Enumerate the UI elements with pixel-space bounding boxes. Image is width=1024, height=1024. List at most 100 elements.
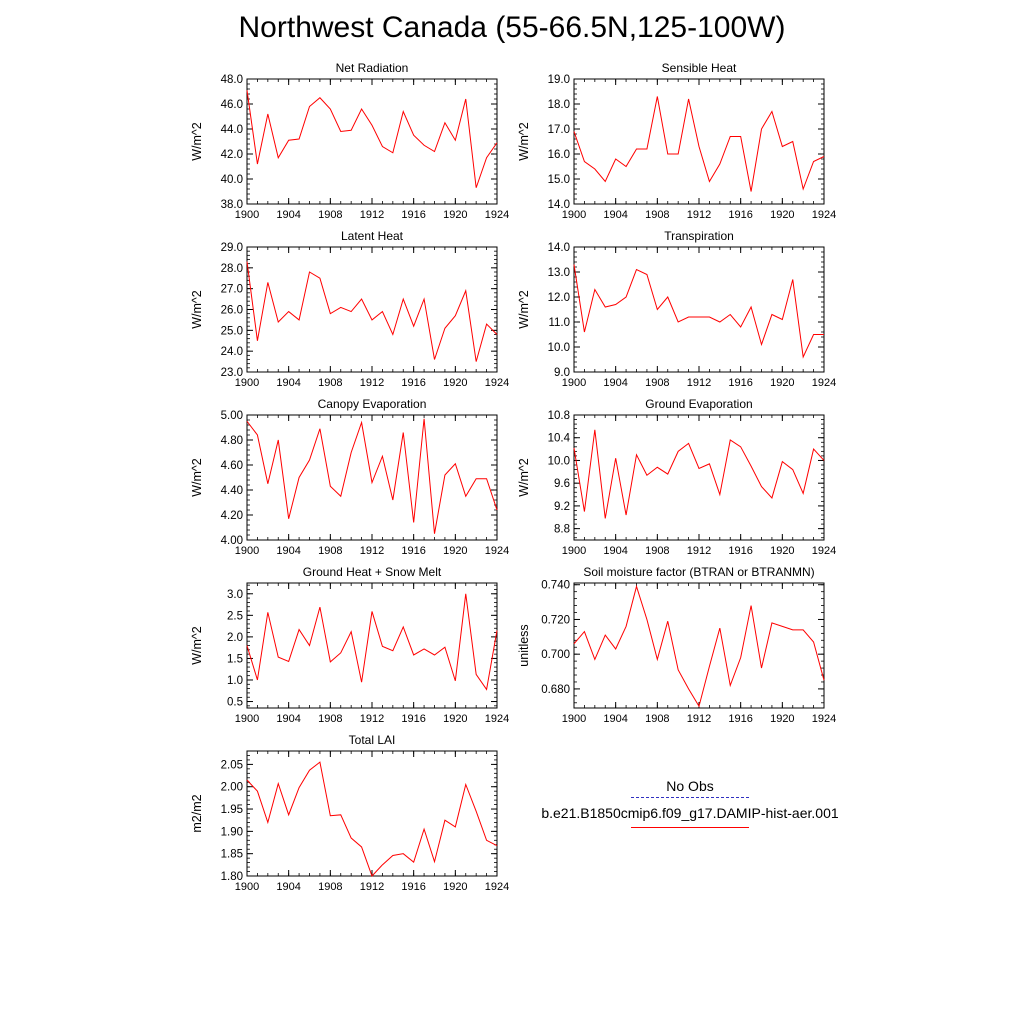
x-tick-label: 1904 (603, 377, 627, 389)
chart-panel: 1900 1904 1908 1912 1916 1920 1924 14.0 15.0 16.0… (517, 61, 836, 221)
y-tick-label: 16.0 (548, 149, 570, 161)
x-tick-label: 1908 (645, 713, 669, 725)
y-tick-label: 4.60 (221, 460, 243, 472)
y-tick-label: 18.0 (548, 99, 570, 111)
y-tick-label: 48.0 (221, 74, 243, 86)
x-tick-label: 1924 (485, 377, 509, 389)
x-tick-label: 1924 (812, 713, 836, 725)
x-tick-label: 1900 (235, 881, 259, 893)
x-tick-label: 1920 (443, 209, 467, 221)
y-tick-label: 17.0 (548, 124, 570, 136)
y-tick-label: 2.05 (221, 759, 243, 771)
y-tick-label: 4.00 (221, 535, 243, 547)
x-tick-label: 1912 (687, 713, 711, 725)
chart-panel: 1900 1904 1908 1912 1916 1920 1924 4.00 4.20 4.40… (190, 397, 509, 557)
y-tick-label: 29.0 (221, 242, 243, 254)
y-tick-label: 1.5 (227, 653, 243, 665)
x-tick-label: 1908 (318, 713, 342, 725)
x-tick-label: 1904 (603, 713, 627, 725)
y-tick-label: 27.0 (221, 284, 243, 296)
y-tick-label: 13.0 (548, 267, 570, 279)
y-tick-label: 1.90 (221, 826, 243, 838)
series-line (246, 90, 498, 188)
y-tick-label: 12.0 (548, 292, 570, 304)
x-tick-label: 1900 (235, 545, 259, 557)
panel-title: Ground Heat + Snow Melt (303, 565, 442, 579)
plot-frame (246, 750, 498, 877)
y-tick-label: 9.6 (554, 478, 570, 490)
x-tick-label: 1924 (812, 377, 836, 389)
x-tick-label: 1920 (770, 713, 794, 725)
y-tick-label: 0.740 (541, 580, 570, 592)
y-tick-label: 10.4 (548, 433, 571, 445)
legend-obs-label: No Obs (666, 778, 714, 794)
y-tick-label: 1.85 (221, 849, 243, 861)
x-tick-label: 1908 (645, 377, 669, 389)
x-tick-label: 1904 (276, 713, 300, 725)
x-tick-label: 1920 (770, 209, 794, 221)
y-tick-label: 3.0 (227, 589, 243, 601)
x-tick-label: 1900 (235, 377, 259, 389)
chart-panel: 1900 1904 1908 1912 1916 1920 1924 9.0 10.0 11.0 1… (517, 229, 836, 389)
y-axis-label: W/m^2 (190, 458, 204, 497)
x-tick-label: 1916 (728, 209, 752, 221)
y-tick-label: 11.0 (548, 317, 570, 329)
x-tick-label: 1912 (360, 209, 384, 221)
plot-frame (573, 582, 825, 709)
y-tick-label: 42.0 (221, 149, 243, 161)
panel-title: Total LAI (349, 733, 396, 747)
y-tick-label: 46.0 (221, 99, 243, 111)
y-tick-label: 10.0 (548, 342, 570, 354)
y-tick-label: 10.8 (548, 410, 570, 422)
chart-panel: 1900 1904 1908 1912 1916 1920 1924 0.680 0.700 0.… (517, 565, 836, 725)
x-tick-label: 1908 (645, 545, 669, 557)
panel-title: Transpiration (664, 229, 734, 243)
x-tick-label: 1912 (687, 209, 711, 221)
y-tick-label: 25.0 (221, 325, 243, 337)
chart-panel: 1900 1904 1908 1912 1916 1920 1924 0.5 1.0 1.5 2.0… (190, 565, 509, 725)
x-tick-label: 1912 (360, 881, 384, 893)
legend: No Obs b.e21.B1850cmip6.f09_g17.DAMIP-hi… (520, 778, 860, 828)
y-tick-label: 26.0 (221, 305, 243, 317)
x-tick-label: 1916 (401, 713, 425, 725)
series-line (246, 261, 498, 362)
y-tick-label: 0.700 (541, 649, 570, 661)
x-tick-label: 1924 (485, 209, 509, 221)
y-tick-label: 9.2 (554, 501, 570, 513)
x-tick-label: 1916 (401, 377, 425, 389)
x-tick-label: 1916 (728, 713, 752, 725)
y-tick-label: 14.0 (548, 242, 570, 254)
x-tick-label: 1908 (318, 377, 342, 389)
y-tick-label: 24.0 (221, 346, 243, 358)
x-tick-label: 1920 (443, 881, 467, 893)
y-tick-label: 0.5 (227, 697, 243, 709)
y-axis-label: W/m^2 (190, 122, 204, 161)
x-tick-label: 1908 (318, 209, 342, 221)
y-tick-label: 4.20 (221, 510, 243, 522)
y-axis-label: W/m^2 (517, 122, 531, 161)
y-tick-label: 28.0 (221, 263, 243, 275)
x-tick-label: 1916 (401, 209, 425, 221)
chart-panel: 1900 1904 1908 1912 1916 1920 1924 8.8 9.2 9.6 10.… (517, 397, 836, 557)
legend-model-line (631, 827, 749, 828)
x-tick-label: 1912 (687, 377, 711, 389)
y-tick-label: 0.680 (541, 684, 570, 696)
y-axis-label: W/m^2 (190, 290, 204, 329)
y-tick-label: 14.0 (548, 199, 570, 211)
panel-title: Sensible Heat (662, 61, 737, 75)
x-tick-label: 1904 (276, 209, 300, 221)
x-tick-label: 1920 (770, 545, 794, 557)
x-tick-label: 1924 (485, 545, 509, 557)
chart-panel: 1900 1904 1908 1912 1916 1920 1924 1.80 1.85 1.90… (190, 733, 509, 893)
series-line (246, 418, 498, 534)
legend-model-label: b.e21.B1850cmip6.f09_g17.DAMIP-hist-aer.… (541, 805, 839, 821)
y-tick-label: 2.5 (227, 610, 243, 622)
y-axis-label: W/m^2 (190, 626, 204, 665)
y-tick-label: 23.0 (221, 367, 243, 379)
x-tick-label: 1908 (318, 545, 342, 557)
series-line (246, 761, 498, 877)
x-tick-label: 1916 (401, 545, 425, 557)
x-tick-label: 1908 (645, 209, 669, 221)
y-tick-label: 5.00 (221, 410, 243, 422)
x-tick-label: 1904 (603, 209, 627, 221)
